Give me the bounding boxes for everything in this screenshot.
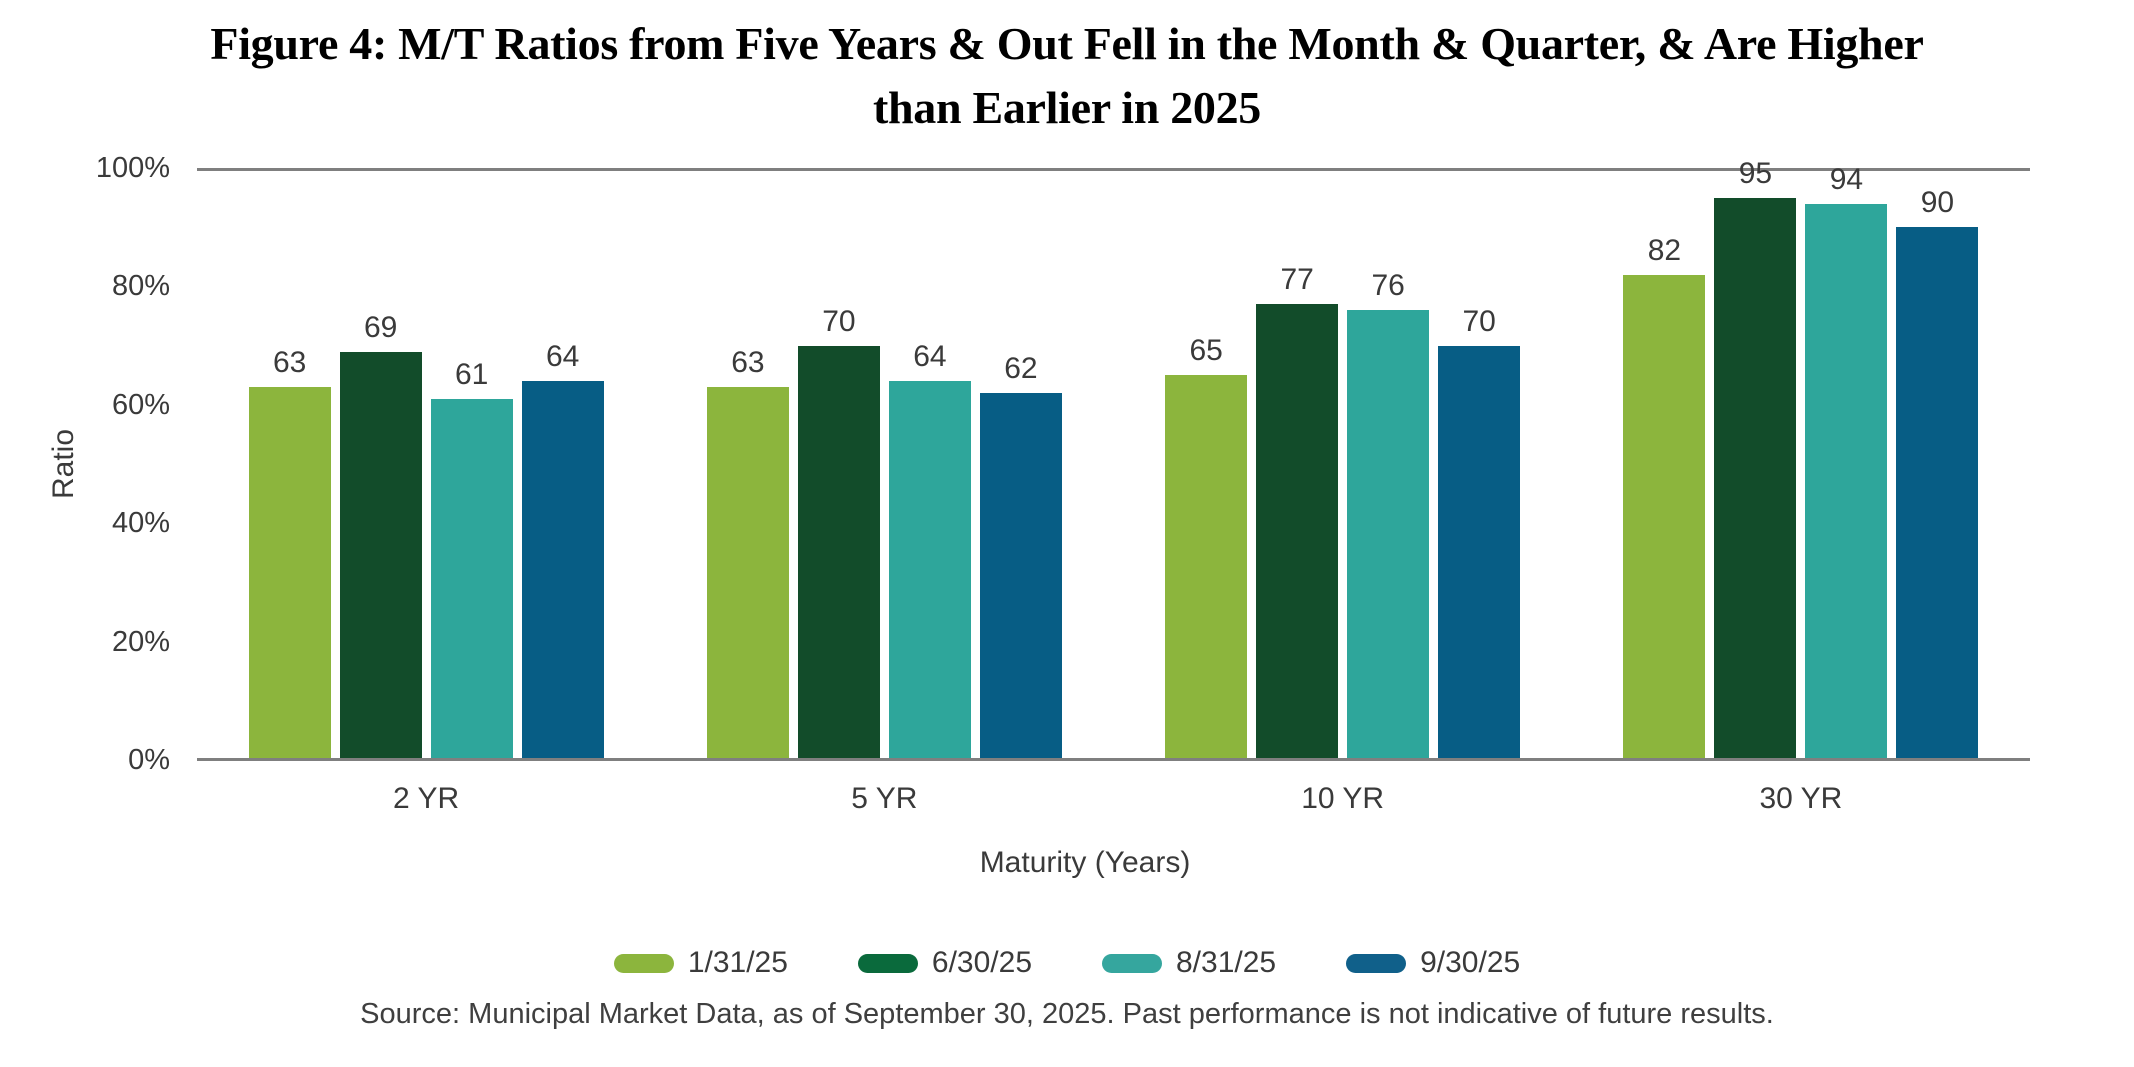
bar-value-label: 82 (1647, 233, 1682, 267)
legend-item-1/31/25: 1/31/25 (613, 945, 788, 981)
bar-value-label: 64 (913, 340, 947, 374)
legend-swatch (613, 953, 674, 973)
bar-value-label: 69 (363, 310, 398, 344)
bar-2yr-1/31/25 (248, 387, 331, 760)
gridline-100pct (197, 168, 2030, 171)
bar-value-label: 63 (731, 346, 765, 380)
legend-label: 8/31/25 (1176, 946, 1277, 979)
legend-label: 6/30/25 (931, 946, 1032, 979)
bar-10yr-9/30/25 (1438, 345, 1521, 760)
legend-swatch (1346, 953, 1407, 973)
chart-title: Figure 4: M/T Ratios from Five Years & O… (0, 12, 2134, 140)
bar-30yr-1/31/25 (1623, 274, 1706, 760)
chart-title-line2: than Earlier in 2025 (872, 82, 1261, 133)
legend-label: 9/30/25 (1420, 946, 1521, 979)
y-tick-label: 60% (111, 388, 170, 421)
bar-30yr-8/31/25 (1805, 203, 1888, 760)
bar-30yr-9/30/25 (1896, 227, 1979, 760)
bar-value-label: 65 (1189, 334, 1223, 368)
y-tick-label: 80% (111, 270, 170, 303)
y-tick-label: 0% (128, 744, 170, 776)
y-tick-label: 40% (111, 507, 170, 540)
y-tick-label: 20% (111, 625, 170, 658)
bar-10yr-1/31/25 (1165, 375, 1248, 760)
legend-item-8/31/25: 8/31/25 (1102, 945, 1276, 981)
bar-value-label: 63 (272, 346, 307, 380)
legend-swatch (857, 953, 918, 973)
legend-label: 1/31/25 (687, 946, 788, 979)
bar-value-label: 76 (1371, 269, 1405, 303)
bar-value-label: 64 (545, 340, 580, 374)
chart-legend: 1/31/25 6/30/25 8/31/25 9/30/25 (0, 942, 2134, 984)
x-tick-label: 2 YR (393, 782, 460, 815)
legend-item-6/30/25: 6/30/25 (857, 945, 1032, 981)
source-note: Source: Municipal Market Data, as of Sep… (360, 998, 1774, 1030)
bar-value-label: 77 (1280, 263, 1314, 297)
bar-value-label: 95 (1738, 156, 1773, 190)
bar-2yr-8/31/25 (430, 398, 513, 760)
y-tick-label: 100% (95, 152, 170, 184)
x-tick-label: 30 YR (1759, 782, 1843, 815)
x-axis-title: Maturity (Years) (979, 846, 1191, 879)
bar-value-label: 61 (454, 357, 489, 391)
bar-value-label: 94 (1829, 162, 1864, 196)
bar-value-label: 70 (1462, 304, 1496, 338)
bar-5yr-6/30/25 (797, 345, 880, 760)
bar-2yr-6/30/25 (339, 351, 422, 760)
x-axis-baseline (197, 758, 2030, 761)
bar-2yr-9/30/25 (521, 381, 604, 760)
bar-5yr-9/30/25 (979, 392, 1062, 760)
bar-10yr-6/30/25 (1256, 304, 1339, 760)
bar-value-label: 70 (822, 304, 856, 338)
bar-5yr-1/31/25 (706, 387, 789, 760)
legend-swatch (1102, 953, 1162, 973)
x-tick-label: 5 YR (851, 782, 918, 815)
bar-10yr-8/31/25 (1347, 310, 1430, 760)
plot-area: 63 69 61 64 63 70 64 62 65 77 76 70 82 95 94 90 (197, 157, 2030, 761)
bar-30yr-6/30/25 (1714, 197, 1797, 760)
bar-5yr-8/31/25 (888, 381, 971, 760)
bar-value-label: 62 (1004, 351, 1038, 385)
bar-value-label: 90 (1920, 186, 1955, 220)
legend-item-9/30/25: 9/30/25 (1346, 945, 1520, 981)
chart-title-line1: Figure 4: M/T Ratios from Five Years & O… (210, 18, 1924, 69)
y-axis-title: Ratio (47, 428, 80, 500)
x-tick-label: 10 YR (1301, 782, 1385, 815)
